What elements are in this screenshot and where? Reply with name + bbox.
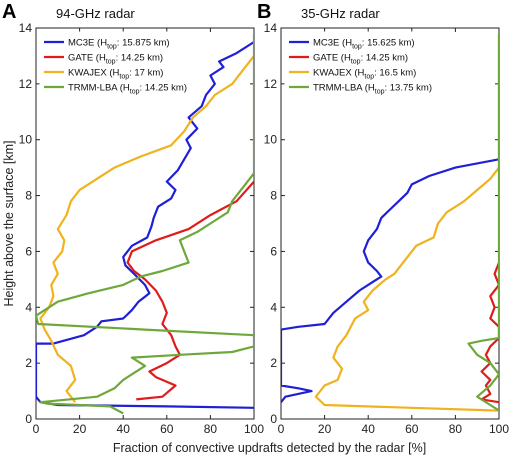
x-tick-label: 40 [117,422,131,436]
series-line-gate [480,262,499,404]
panel-title: 94-GHz radar [56,6,135,21]
y-tick-label: 12 [19,77,33,91]
x-tick-label: 0 [33,422,40,436]
series-line-mc3e [36,41,254,409]
y-tick-label: 14 [19,21,33,35]
legend-entry-gate: GATE (Htop: 14.25 km) [313,53,408,66]
x-tick-label: 60 [405,422,419,436]
y-tick-label: 6 [25,244,32,258]
legend-box [39,31,195,99]
series-line-kwajex [314,33,499,412]
series-line-trmm-lba [467,33,499,412]
legend-entry-trmm-lba: TRMM-LBA (Htop: 14.25 km) [68,83,187,96]
x-tick-label: 20 [318,422,332,436]
series-line-mc3e [281,158,499,403]
legend-entry-mc3e: MC3E (Htop: 15.625 km) [313,38,415,51]
legend-box [284,31,440,99]
x-tick-label: 40 [362,422,376,436]
series-line-kwajex [39,55,254,403]
y-tick-label: 0 [25,412,32,426]
y-tick-label: 8 [25,189,32,203]
y-tick-label: 2 [270,356,277,370]
panel-letter: A [2,1,16,23]
y-tick-label: 0 [270,412,277,426]
legend-entry-kwajex: KWAJEX (Htop: 17 km) [68,68,163,81]
panel-letter: B [257,1,271,23]
x-tick-label: 100 [244,422,264,436]
legend-entry-mc3e: MC3E (Htop: 15.875 km) [68,38,170,51]
x-tick-label: 60 [160,422,174,436]
legend-entry-trmm-lba: TRMM-LBA (Htop: 13.75 km) [313,83,432,96]
panel-A: A 94-GHz radar 0 20 40 60 80 100 0 2 4 6 8 10 12 14 MC3E… [2,1,264,436]
legend-entry-gate: GATE (Htop: 14.25 km) [68,53,163,66]
x-tick-label: 80 [204,422,218,436]
x-tick-label: 80 [449,422,463,436]
plot-frame [35,27,255,420]
y-tick-label: 10 [19,133,33,147]
y-tick-label: 6 [270,244,277,258]
panel-title: 35-GHz radar [301,6,380,21]
y-axis-label: Height above the surface [km] [2,140,16,306]
legend-entry-kwajex: KWAJEX (Htop: 16.5 km) [313,68,416,81]
y-tick-label: 4 [25,300,32,314]
x-axis-label: Fraction of convective updrafts detected… [113,441,426,455]
series-line-trmm-lba [36,33,254,415]
series-line-gate [126,180,254,401]
x-tick-label: 100 [489,422,509,436]
y-tick-label: 14 [264,21,278,35]
x-tick-label: 0 [278,422,285,436]
y-tick-label: 4 [270,300,277,314]
y-tick-label: 2 [25,356,32,370]
y-tick-label: 12 [264,77,278,91]
y-tick-label: 8 [270,189,277,203]
y-tick-label: 10 [264,133,278,147]
x-tick-label: 20 [73,422,87,436]
panel-B: B 35-GHz radar 0 20 40 60 80 100 0 2 4 6 8 10 12 14 MC3E… [257,1,509,436]
